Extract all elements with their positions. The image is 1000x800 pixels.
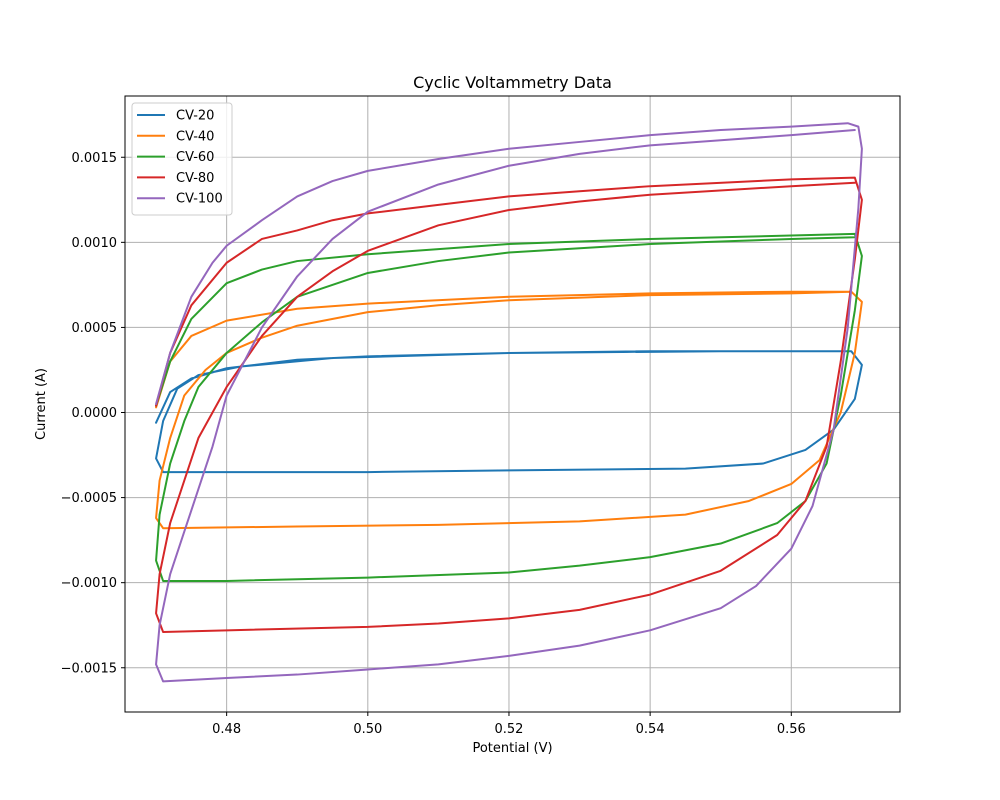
y-tick-label: 0.0005 xyxy=(72,321,118,336)
x-tick-label: 0.48 xyxy=(212,722,241,737)
y-axis-label: Current (A) xyxy=(34,368,49,440)
legend-label: CV-100 xyxy=(176,192,223,207)
y-tick-label: −0.0015 xyxy=(61,661,117,676)
series-line-cv-80 xyxy=(155,176,863,634)
legend-label: CV-40 xyxy=(176,129,214,144)
series-line-cv-60 xyxy=(155,232,863,582)
y-tick-label: 0.0015 xyxy=(72,151,118,166)
grid-layer xyxy=(125,96,900,712)
y-tick-label: −0.0010 xyxy=(61,576,117,591)
legend-label: CV-20 xyxy=(176,109,214,124)
series-layer xyxy=(155,122,863,683)
tick-layer: 0.48 0.50 0.52 0.54 0.56 −0.0015 −0.0010 −0.000… xyxy=(61,151,806,737)
x-tick-label: 0.52 xyxy=(494,722,523,737)
y-tick-label: 0.0010 xyxy=(72,236,118,251)
x-tick-label: 0.56 xyxy=(777,722,806,737)
legend-label: CV-80 xyxy=(176,171,214,186)
chart-title: Cyclic Voltammetry Data xyxy=(413,73,612,92)
series-line-cv-40 xyxy=(155,290,863,530)
x-tick-label: 0.54 xyxy=(636,722,665,737)
series-line-cv-100 xyxy=(155,122,863,683)
series-line-cv-20 xyxy=(155,350,863,474)
legend-box xyxy=(131,102,233,216)
plot-frame xyxy=(124,95,901,713)
y-tick-label: −0.0005 xyxy=(61,491,117,506)
legend: CV-20 CV-40 CV-60 CV-80 CV-100 xyxy=(131,102,233,216)
x-tick-label: 0.50 xyxy=(353,722,382,737)
legend-label: CV-60 xyxy=(176,150,214,165)
x-axis-label: Potential (V) xyxy=(472,741,552,756)
y-tick-label: 0.0000 xyxy=(72,406,118,421)
